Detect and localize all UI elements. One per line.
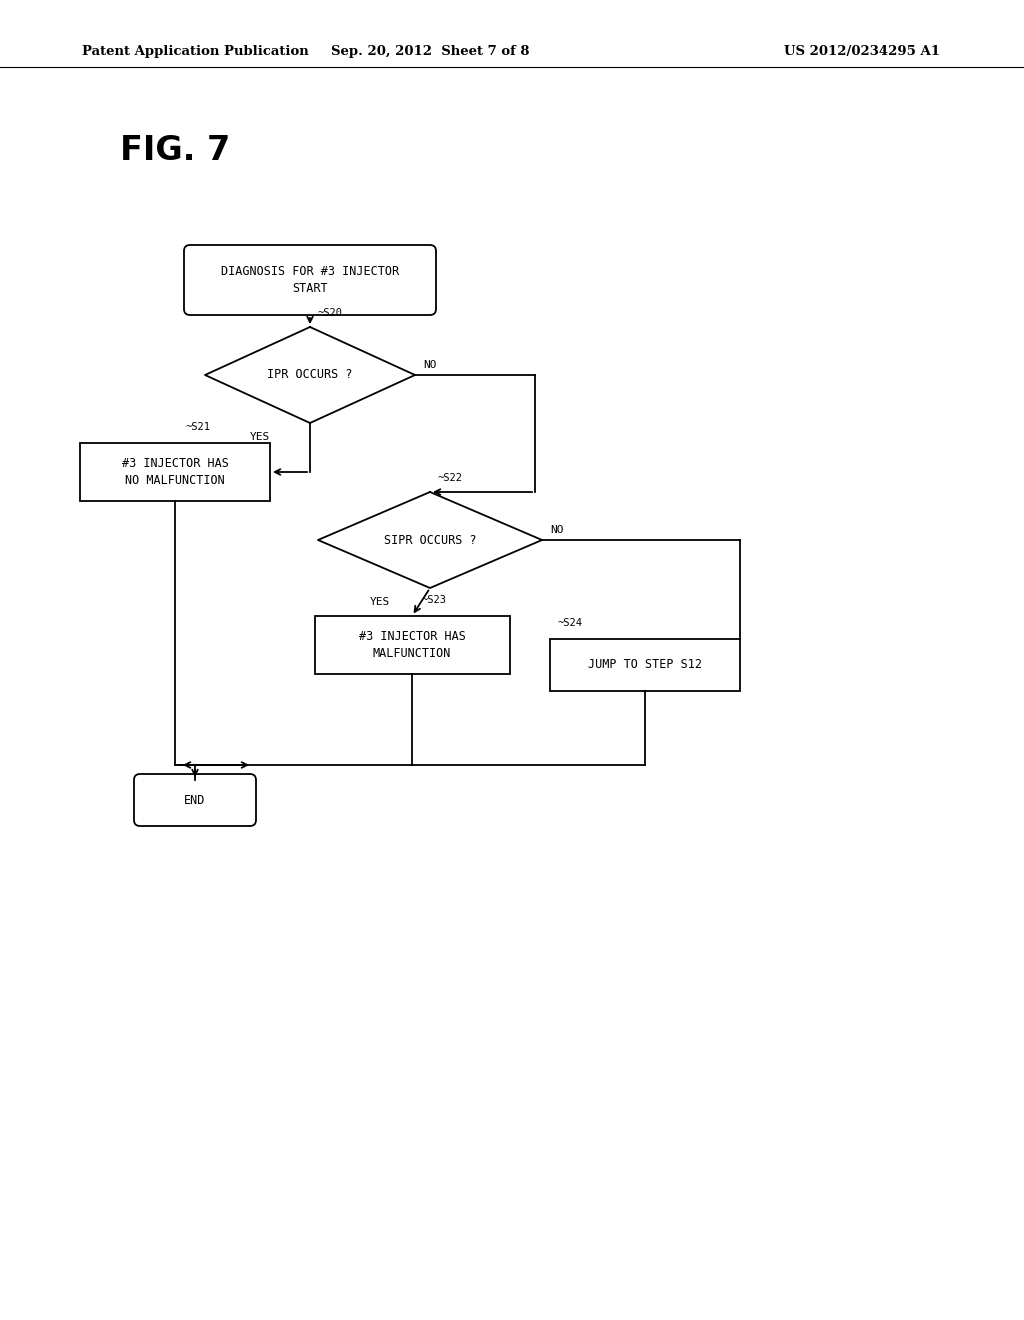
Text: DIAGNOSIS FOR #3 INJECTOR
START: DIAGNOSIS FOR #3 INJECTOR START [221, 265, 399, 294]
Text: FIG. 7: FIG. 7 [120, 133, 230, 166]
Text: ~S23: ~S23 [422, 595, 447, 605]
Text: #3 INJECTOR HAS
NO MALFUNCTION: #3 INJECTOR HAS NO MALFUNCTION [122, 457, 228, 487]
Text: Patent Application Publication: Patent Application Publication [82, 45, 309, 58]
FancyBboxPatch shape [184, 246, 436, 315]
Polygon shape [205, 327, 415, 422]
Text: Sep. 20, 2012  Sheet 7 of 8: Sep. 20, 2012 Sheet 7 of 8 [331, 45, 529, 58]
Text: ~S24: ~S24 [558, 618, 583, 628]
Text: NO: NO [550, 525, 563, 535]
Text: JUMP TO STEP S12: JUMP TO STEP S12 [588, 659, 702, 672]
Text: YES: YES [250, 432, 270, 442]
Polygon shape [318, 492, 542, 587]
Text: YES: YES [370, 597, 390, 607]
Text: US 2012/0234295 A1: US 2012/0234295 A1 [784, 45, 940, 58]
Bar [314, 616, 510, 675]
Text: #3 INJECTOR HAS
MALFUNCTION: #3 INJECTOR HAS MALFUNCTION [358, 630, 466, 660]
Text: SIPR OCCURS ?: SIPR OCCURS ? [384, 533, 476, 546]
FancyBboxPatch shape [134, 774, 256, 826]
Text: NO: NO [423, 360, 436, 370]
Bar [80, 444, 270, 502]
Text: ~S22: ~S22 [438, 473, 463, 483]
Text: ~S20: ~S20 [318, 308, 343, 318]
Text: IPR OCCURS ?: IPR OCCURS ? [267, 368, 352, 381]
Bar [550, 639, 740, 690]
Text: END: END [184, 793, 206, 807]
Text: ~S21: ~S21 [185, 422, 210, 432]
